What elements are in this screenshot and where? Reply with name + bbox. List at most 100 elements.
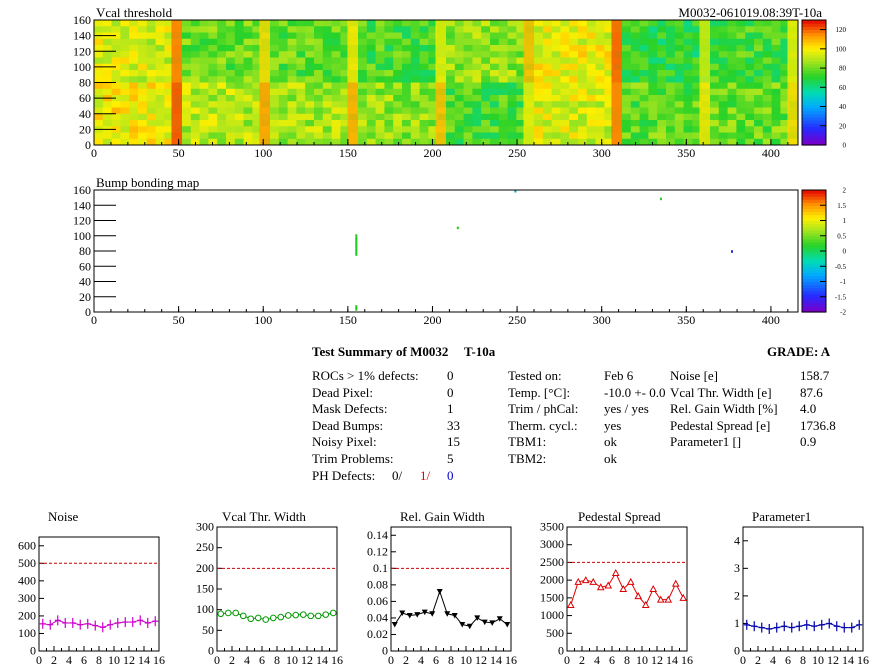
data-point [459,622,466,628]
roc-block [534,20,623,83]
x-tick-label: 12 [123,653,135,667]
y-tick-label: 0 [30,644,36,658]
x-tick-label: 8 [624,653,630,667]
y-tick-label: 250 [196,540,214,554]
x-tick-label: 14 [490,653,502,667]
summary-title: Test Summary of M0032 [312,344,449,359]
data-point [788,622,795,633]
data-point [421,609,428,616]
data-point [679,593,688,601]
x-tick-label: 350 [677,313,695,327]
col1-label: Dead Bumps: [312,418,384,433]
data-point [496,616,503,622]
defect-pixel [355,308,358,311]
col2-label: Therm. cycl.: [508,418,578,433]
data-point [641,600,650,608]
y-tick-label: 0.08 [367,577,388,591]
data-point [581,576,590,584]
data-point [656,595,665,603]
ph-defects-value: 0 [447,468,454,483]
data-point [803,619,810,630]
y-tick-label: 1 [734,616,740,630]
data-point [284,612,292,619]
data-point [406,612,413,619]
x-tick-label: 200 [423,146,441,160]
x-tick-label: 12 [301,653,313,667]
y-tick-label: 0 [382,644,388,658]
data-point [489,620,496,626]
x-tick-label: 16 [857,653,869,667]
y-tick-label: 300 [18,591,36,605]
y-tick-label: 140 [73,29,91,43]
plot-frame [742,526,864,652]
data-point [69,617,76,628]
roc-block [446,82,535,146]
col3-value: 87.6 [800,385,823,400]
data-point [217,610,225,618]
col2-label: Tested on: [508,368,562,383]
data-point [239,612,247,620]
x-tick-label: 2 [51,653,57,667]
data-point [664,595,673,603]
plot-pedestal-spread: Pedestal Spread0500100015002000250030003… [540,509,693,667]
data-point [232,609,240,617]
data-point [429,611,436,617]
x-tick-label: 350 [677,146,695,160]
x-tick-label: 6 [259,653,265,667]
roc-edge [523,20,534,83]
scale-tick-label: 0 [843,142,847,150]
data-point [626,577,635,585]
data-point [47,619,54,630]
defect-pixel [731,250,733,253]
x-tick-label: 12 [651,653,663,667]
series-line [42,619,156,628]
roc-block [94,82,183,146]
data-point [54,615,61,626]
x-tick-label: 16 [331,653,343,667]
y-tick-label: 120 [73,44,91,58]
plot-frame [566,526,688,652]
y-tick-label: 0 [734,644,740,658]
data-point [566,600,575,608]
defect-pixel [355,248,358,252]
x-tick-label: 50 [173,146,185,160]
defect-pixel [355,234,358,237]
data-point [596,583,605,591]
y-tick-label: 100 [73,229,91,243]
col1-label: Mask Defects: [312,401,388,416]
roc-block [182,20,271,83]
data-point [122,617,129,628]
summary-temp-tag: T-10a [464,344,496,359]
defect-pixel [514,190,517,193]
plot-title: Rel. Gain Width [400,509,485,524]
scale-tick-label: 80 [839,65,847,73]
col2-value: ok [604,434,617,449]
data-point [504,622,511,628]
x-tick-label: 14 [666,653,678,667]
x-tick-label: 0 [564,653,570,667]
col3-value: 0.9 [800,434,817,449]
x-tick-label: 10 [812,653,824,667]
roc-edge [787,82,798,145]
roc-edge [699,82,710,145]
x-tick-label: 2 [403,653,409,667]
y-tick-label: 3000 [540,537,564,551]
y-tick-label: 200 [196,561,214,575]
scale-tick-label: 100 [836,45,847,53]
scale-tick-label: 0 [843,248,847,256]
y-tick-label: 300 [196,520,214,534]
data-point [129,617,136,628]
x-tick-label: 4 [244,653,250,667]
y-tick-label: 0.04 [367,610,388,624]
defect-pixel [355,247,358,250]
heatmap-vcal: 0 50 100 150 200 250 300 350 4000204060801001201… [73,5,847,160]
roc-block [270,82,359,146]
data-point [107,619,114,630]
data-point [391,622,398,628]
color-scale [801,19,827,146]
roc-edge [171,82,182,145]
scale-tick-label: 60 [839,84,847,92]
x-tick-label: 10 [108,653,120,667]
y-tick-label: 0 [558,644,564,658]
x-tick-label: 300 [593,146,611,160]
